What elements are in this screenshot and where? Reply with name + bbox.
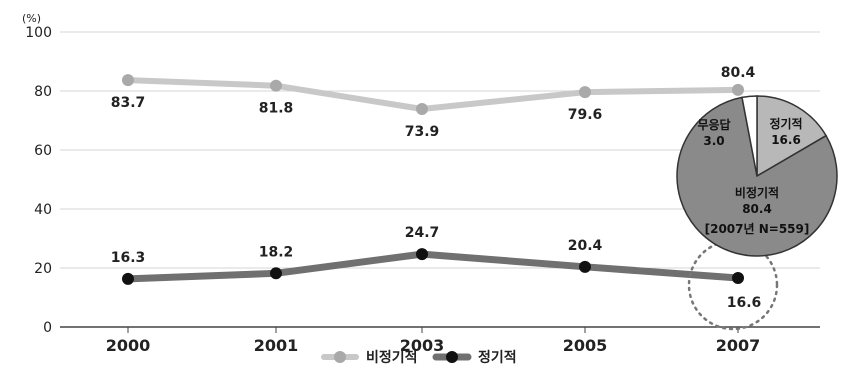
data-point — [579, 86, 591, 99]
legend-marker — [334, 351, 346, 363]
data-point — [270, 79, 282, 92]
y-unit-label: (%) — [22, 12, 41, 25]
y-tick-label: 80 — [34, 84, 52, 100]
pie-label: 비정기적 — [735, 185, 779, 200]
data-point — [122, 74, 134, 87]
pie-slice — [676, 96, 838, 257]
data-label: 81.8 — [259, 101, 294, 117]
pie-value-label: 3.0 — [703, 134, 724, 148]
x-tick-label: 2001 — [254, 336, 299, 355]
pie-label: 무응답 — [697, 117, 730, 132]
series-layer: 83.7 81.8 73.9 79.6 80.4 16.3 18.2 24.7 20.4 16.6 — [111, 65, 779, 331]
data-point — [732, 272, 744, 285]
grid — [60, 31, 820, 328]
pie-value-label: 16.6 — [771, 133, 801, 147]
data-label: 20.4 — [568, 238, 603, 254]
x-tick-label: 2007 — [716, 336, 761, 355]
y-tick-label: 60 — [34, 143, 52, 159]
data-point — [270, 267, 282, 280]
data-point — [579, 260, 591, 273]
data-label: 73.9 — [405, 124, 440, 140]
y-tick-label: 100 — [25, 25, 52, 41]
data-point — [122, 272, 134, 285]
data-label: 79.6 — [568, 107, 603, 123]
series-line-regular — [124, 250, 742, 283]
x-axis-ticks: 2000 2001 2003 2005 2007 — [106, 327, 761, 355]
data-point — [416, 248, 428, 261]
x-tick-label: 2005 — [563, 336, 608, 355]
pie-value-label: 80.4 — [742, 202, 772, 216]
pie-note: [2007년 N=559] — [705, 222, 810, 236]
legend-label: 비정기적 — [366, 349, 418, 366]
data-label: 83.7 — [111, 95, 146, 111]
y-tick-label: 0 — [43, 320, 52, 336]
pie-slice — [756, 95, 828, 178]
data-label: 18.2 — [259, 244, 294, 260]
data-label: 80.4 — [721, 65, 756, 81]
legend: 비정기적 정기적 — [321, 349, 517, 366]
x-tick-label: 2003 — [400, 336, 445, 355]
y-tick-label: 20 — [34, 261, 52, 277]
pie-inset: 정기적 16.6 비정기적 80.4 무응답 3.0 [2007년 N=559] — [676, 95, 838, 257]
highlight-circle — [687, 239, 779, 331]
pie-slice — [741, 95, 758, 177]
series-line-irregular — [125, 77, 741, 112]
x-tick-label: 2000 — [106, 336, 151, 355]
data-label: 16.3 — [111, 250, 146, 266]
y-axis-ticks: 0 20 40 60 80 100 — [25, 25, 52, 336]
data-label: 24.7 — [405, 225, 440, 241]
pie-label: 정기적 — [769, 116, 802, 131]
y-tick-label: 40 — [34, 202, 52, 218]
data-label: 16.6 — [727, 295, 762, 311]
data-point — [732, 83, 744, 96]
legend-marker — [446, 351, 458, 363]
data-point — [416, 102, 428, 115]
legend-label: 정기적 — [478, 349, 517, 366]
